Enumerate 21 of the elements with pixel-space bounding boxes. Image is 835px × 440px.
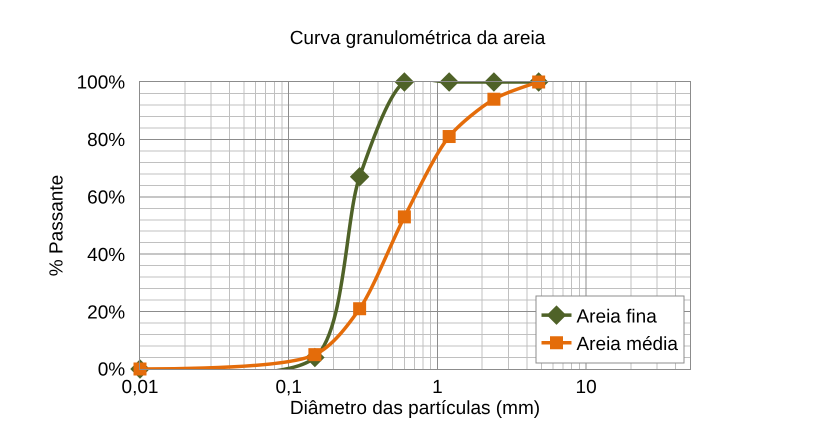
x-tick-label: 10 <box>576 376 597 398</box>
y-tick-label: 20% <box>87 302 126 324</box>
y-axis-title: % Passante <box>46 174 68 276</box>
chart-title: Curva granulométrica da areia <box>290 28 546 50</box>
x-axis-title: Diâmetro das partículas (mm) <box>290 398 540 419</box>
legend-label: Areia fina <box>576 306 658 328</box>
y-tick-label: 40% <box>87 244 126 266</box>
point <box>484 72 504 92</box>
y-tick-label: 100% <box>76 72 126 94</box>
point <box>487 92 500 106</box>
point <box>439 72 459 92</box>
y-tick-label: 60% <box>87 187 126 208</box>
point <box>350 166 370 186</box>
x-tick-label: 0,1 <box>275 376 302 398</box>
point <box>394 72 414 92</box>
x-tick-label: 1 <box>432 376 443 398</box>
y-tick-label: 80% <box>87 130 126 152</box>
point <box>442 130 456 144</box>
point <box>398 210 411 224</box>
point <box>353 302 366 316</box>
legend-label: Areia média <box>576 334 678 356</box>
